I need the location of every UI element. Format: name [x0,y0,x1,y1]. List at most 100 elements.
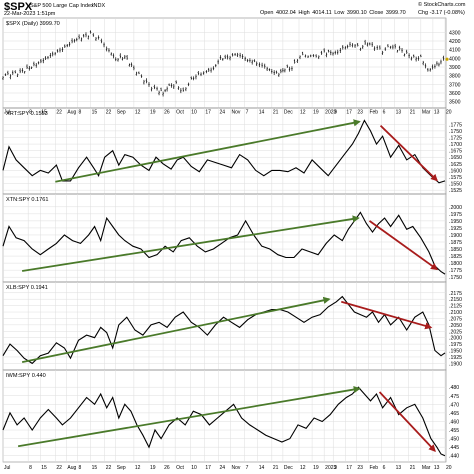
y-tick-label: .1750 [449,129,462,135]
x-tick-label: 19 [150,110,156,116]
y-tick-label: .1675 [449,149,462,155]
downtrend-arrow [378,391,436,452]
x-tick-label: 15 [92,465,98,471]
x-tick-label: 12 [135,465,141,471]
y-tick-label: .1825 [449,254,462,260]
y-tick-label: .1625 [449,162,462,168]
x-tick-label: 26 [164,465,170,471]
x-tick-label: 21 [410,465,416,471]
x-tick-label: 22 [106,465,112,471]
ratio-line [2,386,446,457]
x-tick-label: Sep [117,465,126,471]
x-tick-label: 23 [357,465,363,471]
stockcharts-watermark: © StockCharts.com [418,2,466,8]
y-tick-label: .2150 [449,297,462,303]
y-tick-label: .1775 [449,122,462,128]
y-tick-label: .2000 [449,336,462,342]
y-tick-label: .455 [449,428,459,434]
x-tick-label: 13 [434,465,440,471]
y-tick-label: 3800 [449,74,461,80]
y-tick-label: .1975 [449,342,462,348]
x-tick-label: 20 [446,110,452,116]
x-tick-label: 22 [56,465,62,471]
downtrend-arrow [368,220,439,271]
x-tick-label: 12 [135,110,141,116]
x-tick-label: Feb [369,110,378,116]
y-tick-label: .1650 [449,155,462,161]
x-tick-label: 24 [219,110,225,116]
x-tick-label: 21 [273,110,279,116]
y-tick-label: .1925 [449,355,462,361]
x-tick-label: 24 [219,465,225,471]
x-tick-label: 2023 [325,110,336,116]
panel-0: 3500 3600 3700 3800 3900 4000 4100 4200 4300 $SPX… [2,17,461,109]
y-tick-label: .2100 [449,310,462,316]
y-tick-label: 3700 [449,82,461,88]
x-tick-label: 14 [259,110,265,116]
uptrend-arrow [55,119,361,183]
chart-description: S&P 500 Large Cap Index [30,3,94,9]
y-tick-label: .1700 [449,142,462,148]
x-tick-label: 23 [357,110,363,116]
x-tick-label: 7 [246,110,249,116]
y-tick-label: .480 [449,385,459,391]
uptrend-arrow [17,385,361,448]
y-tick-label: 4000 [449,56,461,62]
panel-title: IWM:SPY 0.440 [6,373,46,379]
x-tick-label: Aug [67,110,76,116]
y-tick-label: .1950 [449,349,462,355]
y-tick-label: 4300 [449,30,461,36]
x-tick-label: 13 [434,110,440,116]
x-tick-label: 13 [396,110,402,116]
y-tick-label: .1925 [449,226,462,232]
x-tick-label: 15 [92,110,98,116]
y-tick-label: .1900 [449,361,462,367]
y-tick-label: .1600 [449,168,462,174]
chart-symbol: $SPX [4,1,33,13]
y-tick-label: .1950 [449,219,462,225]
x-tick-label: 8 [29,465,32,471]
y-tick-label: 4200 [449,39,461,45]
x-tick-label: 13 [396,465,402,471]
x-tick-label: 20 [446,465,452,471]
x-tick-label: 15 [41,465,47,471]
x-tick-label: 21 [410,110,416,116]
panel-frame [2,369,447,463]
uptrend-arrow [21,215,360,272]
y-tick-label: .445 [449,445,459,451]
x-tick-label: 17 [346,465,352,471]
y-tick-label: 3600 [449,91,461,97]
uptrend-arrow [21,296,331,363]
y-tick-label: .2050 [449,323,462,329]
y-tick-label: .2125 [449,304,462,310]
y-tick-label: .470 [449,402,459,408]
panel-2: .1750.1775.1800.1825.1850.1875.1900.1925… [2,193,462,283]
x-tick-label: 10 [191,465,197,471]
y-tick-label: .2075 [449,316,462,322]
x-tick-label: 6 [383,465,386,471]
x-tick-label: 2023 [325,465,336,471]
x-tick-label: Aug [67,465,76,471]
x-tick-label: 12 [300,465,306,471]
y-tick-label: .1800 [449,261,462,267]
panel-title: XTN:SPY 0.1761 [6,197,49,203]
x-tick-label: Mar [422,465,431,471]
y-tick-label: .1975 [449,212,462,218]
y-tick-label: .1575 [449,175,462,181]
x-tick-label: Jul [4,465,10,471]
x-tick-label: Mar [422,110,431,116]
y-tick-label: .2175 [449,291,462,297]
panel-title: XLB:SPY 0.1941 [6,285,48,291]
x-tick-label: 19 [313,465,319,471]
y-tick-label: .2025 [449,329,462,335]
change-readout: Chg -3.17 (-0.08%) [418,10,465,16]
x-tick-label: 22 [56,110,62,116]
y-tick-label: .1525 [449,188,462,194]
x-tick-label: 9 [334,465,337,471]
x-tick-label: 22 [106,110,112,116]
y-tick-label: .1550 [449,182,462,188]
y-tick-label: 3500 [449,100,461,106]
x-tick-label: 26 [164,110,170,116]
